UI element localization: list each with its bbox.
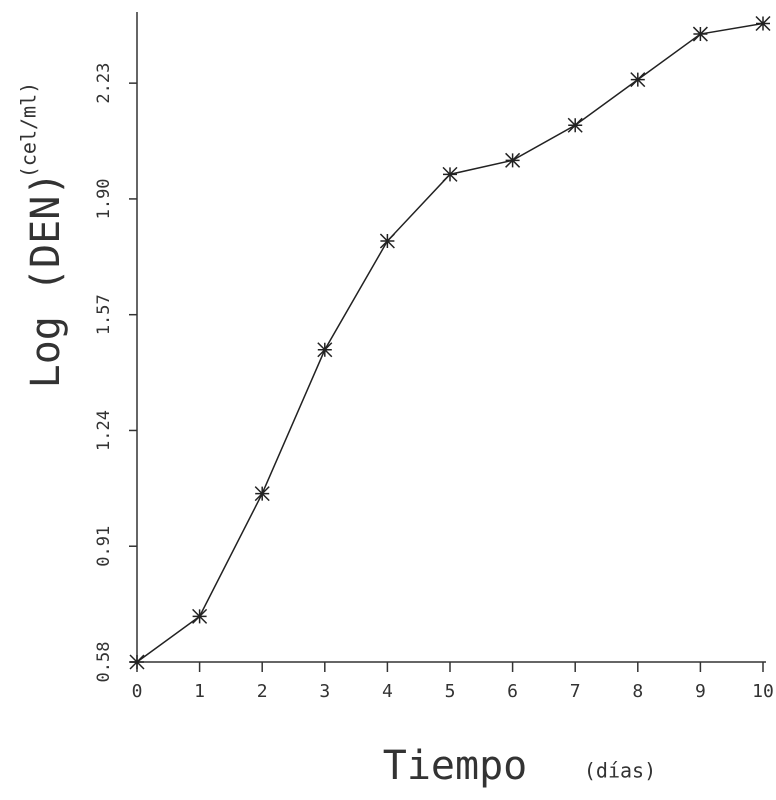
data-point: [129, 654, 145, 670]
data-point: [755, 15, 771, 32]
x-tick-label: 9: [695, 681, 706, 702]
y-tick-label: 1.24: [94, 410, 114, 451]
data-point: [192, 608, 208, 624]
y-tick-label: 2.23: [94, 63, 114, 104]
x-tick-label: 4: [382, 681, 393, 702]
x-axis-label: Tiempo: [383, 743, 528, 789]
x-tick-label: 6: [507, 681, 518, 702]
data-line: [136, 22, 764, 663]
data-point: [379, 233, 395, 249]
data-point: [317, 342, 333, 358]
y-tick-label: 1.57: [94, 294, 114, 335]
x-tick-label: 1: [194, 681, 205, 702]
y-tick-label: 0.91: [94, 526, 114, 567]
x-tick-label: 5: [445, 681, 456, 702]
y-tick-label: 0.58: [94, 642, 114, 683]
y-tick-label: 1.90: [94, 178, 114, 219]
x-tick-label: 7: [570, 681, 581, 702]
data-point: [442, 166, 458, 182]
data-point: [505, 152, 521, 168]
x-axis-unit: (días): [584, 759, 656, 783]
data-point: [254, 486, 270, 502]
x-tick-label: 8: [632, 681, 643, 702]
x-tick-label: 10: [752, 681, 774, 702]
x-tick-label: 2: [257, 681, 268, 702]
data-point: [692, 26, 708, 42]
data-point: [567, 117, 583, 133]
x-tick-label: 3: [319, 681, 330, 702]
y-axis-unit: (cel/ml): [17, 82, 41, 178]
y-axis-label: Log (DEN): [23, 172, 69, 389]
data-point: [630, 72, 646, 88]
x-tick-label: 0: [132, 681, 143, 702]
